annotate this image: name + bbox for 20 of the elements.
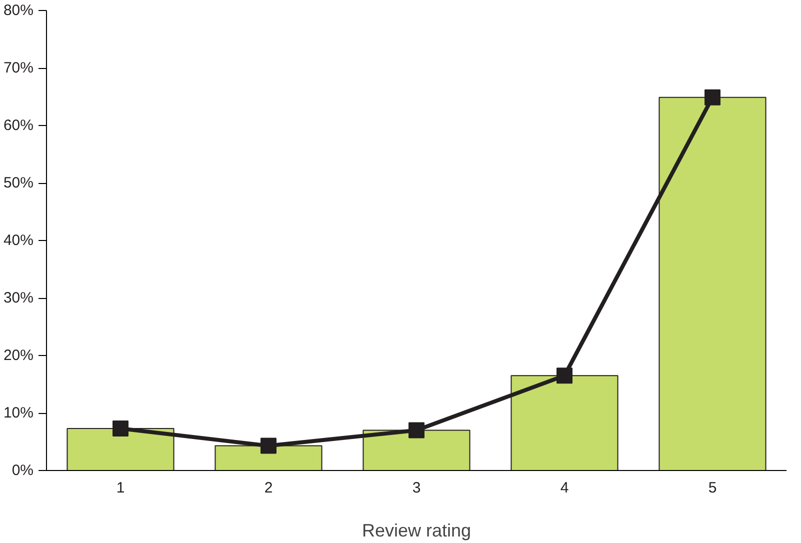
x-tick-label: 5 [708, 480, 717, 496]
x-tick-label: 4 [560, 480, 569, 496]
point [112, 420, 128, 437]
y-tick-label: 50% [3, 174, 34, 192]
point [408, 422, 424, 438]
y-tick-label: 40% [3, 232, 34, 249]
x-tick-label: 3 [412, 480, 421, 496]
point [704, 89, 720, 106]
y-tick-label: 70% [3, 60, 34, 76]
x-tick-label: 1 [116, 480, 125, 496]
y-tick-label: 10% [3, 404, 34, 422]
point [556, 368, 572, 384]
y-tick-label: 0% [12, 462, 34, 479]
x-axis-title: Review rating [362, 520, 472, 540]
y-tick-label: 60% [3, 117, 34, 134]
point [260, 438, 276, 454]
y-tick-label: 80% [3, 2, 34, 19]
x-tick-label: 2 [264, 480, 273, 496]
y-tick-label: 30% [3, 290, 34, 306]
y-tick-label: 20% [3, 347, 34, 364]
